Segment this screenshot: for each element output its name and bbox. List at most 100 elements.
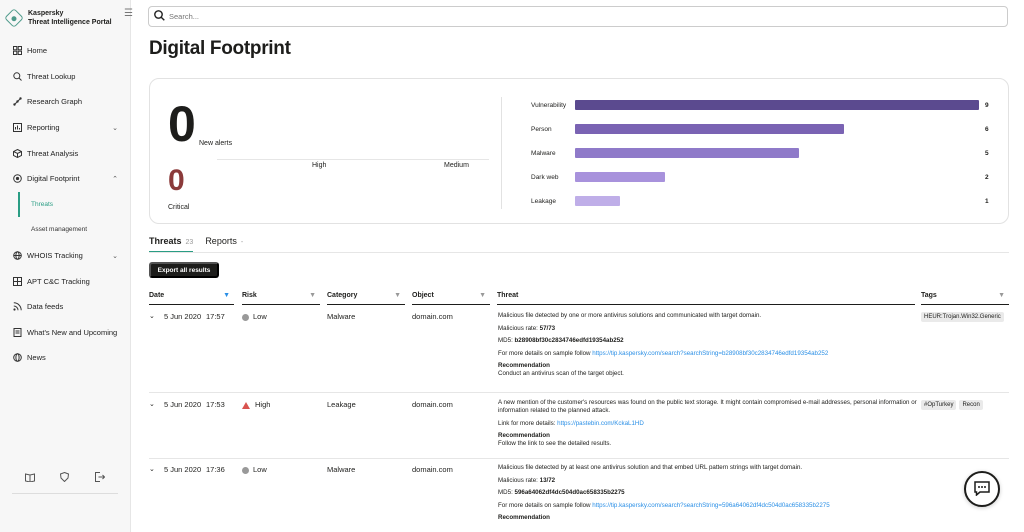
divider [501,97,502,209]
risk-low-icon [242,466,249,474]
table-row[interactable]: ⌄ 5 Jun 2020 17:57 Low Malware domain.co… [149,306,1009,393]
bar-fill [575,100,979,110]
column-header-date[interactable]: Date ▼ [149,289,234,305]
column-label: Object [412,292,434,299]
sidebar-item-reporting[interactable]: Reporting ⌄ [0,115,130,141]
column-header-risk[interactable]: Risk ▼ [242,289,320,305]
risk-label: Low [253,312,267,321]
sidebar-item-home[interactable]: Home [0,38,130,64]
bar-value: 6 [985,125,989,133]
column-header-category[interactable]: Category ▼ [327,289,405,305]
footprint-icon [12,174,22,184]
sidebar-item-data-feeds[interactable]: Data feeds [0,294,130,320]
table-row[interactable]: ⌄ 5 Jun 2020 17:36 Low Malware domain.co… [149,460,1009,532]
bar-value: 1 [985,197,989,205]
threat-details: Malicious file detected by one or more a… [498,312,918,383]
sidebar-item-news[interactable]: News [0,345,130,371]
sidebar-subitem-asset-management[interactable]: Asset management [0,217,130,243]
sidebar-item-whois-tracking[interactable]: WHOIS Tracking ⌄ [0,243,130,269]
sidebar-item-whats-new[interactable]: What's New and Upcoming [0,320,130,346]
new-alerts-label: New alerts [199,140,233,147]
sidebar-item-label: What's New and Upcoming [27,327,118,337]
rss-icon [12,302,22,312]
hamburger-icon[interactable]: ☰ [124,8,133,19]
globe-icon [12,251,22,261]
tag[interactable]: HEUR:Trojan.Win32.Generic [921,312,1004,322]
column-header-object[interactable]: Object ▼ [412,289,490,305]
bar-label: Leakage [531,197,556,205]
filter-icon[interactable]: ▼ [998,292,1005,299]
divider [149,252,1009,253]
shield-icon[interactable] [59,471,71,483]
recommendation-title: Recommendation [498,362,550,369]
bar-label: Person [531,125,552,133]
tag[interactable]: Recon [959,400,983,410]
column-label: Tags [921,292,937,299]
sidebar-item-digital-footprint[interactable]: Digital Footprint ⌃ [0,166,130,192]
export-all-button[interactable]: Export all results [149,262,219,278]
expand-chevron-icon[interactable]: ⌄ [149,466,155,473]
filter-icon[interactable]: ▼ [479,292,486,299]
bar-value: 9 [985,101,989,109]
sidebar-item-threat-lookup[interactable]: Threat Lookup [0,64,130,90]
tags-cell: HEUR:Trojan.Win32.Generic [921,311,1007,322]
tags-cell: #OpTurkey Recon [921,399,986,410]
expand-chevron-icon[interactable]: ⌄ [149,313,155,320]
logout-icon[interactable] [94,471,106,483]
search-bar[interactable] [148,6,1008,27]
new-alerts-count: 0 [168,96,196,152]
brand-product: Threat Intelligence Portal [28,18,112,26]
bar-fill [575,196,620,206]
recommendation-text: Conduct an antivirus scan of the target … [498,370,624,377]
divider [12,493,118,494]
box-icon [12,148,22,158]
expand-chevron-icon[interactable]: ⌄ [149,401,155,408]
chat-button[interactable] [964,471,1000,507]
bar-value: 5 [985,149,989,157]
pastebin-link[interactable]: https://pastebin.com/KckaL1HD [557,419,644,427]
sidebar-subitem-threats[interactable]: Threats [0,192,130,218]
risk-label: High [255,400,271,409]
sidebar-item-threat-analysis[interactable]: Threat Analysis [0,140,130,166]
tab-threats[interactable]: Threats 23 [149,236,194,253]
summary-card: 0 New alerts 0 Critical High Medium Vuln… [149,78,1009,224]
table-row[interactable]: ⌄ 5 Jun 2020 17:53 High Leakage domain.c… [149,394,1009,459]
sample-link[interactable]: https://tip.kaspersky.com/search?searchS… [592,501,830,509]
tab-reports[interactable]: Reports - [205,236,243,253]
more-details: For more details on sample follow https:… [498,350,918,358]
filter-icon[interactable]: ▼ [394,292,401,299]
medium-label: Medium [444,162,469,169]
filter-icon[interactable]: ▼ [223,292,230,299]
sample-link[interactable]: https://tip.kaspersky.com/search?searchS… [592,349,829,357]
filter-icon[interactable]: ▼ [309,292,316,299]
malicious-rate: Malicious rate: 57/73 [498,325,918,333]
field-value: 57/73 [539,324,556,332]
field-value: 596a64062df4dc504d0ac658335b2275 [514,489,625,496]
sidebar-item-label: Threat Lookup [27,71,76,81]
sidebar-item-label: Threats [31,200,54,208]
row-date: 5 Jun 2020 [164,312,202,321]
tag[interactable]: #OpTurkey [921,400,957,410]
book-icon[interactable] [24,471,36,483]
row-time: 17:57 [206,312,225,321]
row-object: domain.com [412,465,453,474]
sidebar-item-research-graph[interactable]: Research Graph [0,89,130,115]
kaspersky-logo-icon [4,7,24,28]
row-object: domain.com [412,312,453,321]
field-label: Link for more details: [498,419,556,427]
sidebar-item-apt-tracking[interactable]: APT C&C Tracking [0,268,130,294]
critical-label: Critical [168,204,190,211]
column-label: Date [149,292,165,299]
brand[interactable]: Kaspersky Threat Intelligence Portal [0,0,130,30]
document-icon [12,327,22,337]
column-header-threat[interactable]: Threat [497,289,915,305]
report-icon [12,123,22,133]
field-label: For more details on sample follow [498,501,591,509]
search-input[interactable] [169,12,869,21]
bar-fill [575,148,800,158]
column-header-tags[interactable]: Tags ▼ [921,289,1009,305]
divider [217,159,489,160]
chevron-up-icon: ⌃ [112,175,118,183]
field-label: Malicious rate: [498,324,538,332]
sidebar-item-label: Data feeds [27,302,64,312]
